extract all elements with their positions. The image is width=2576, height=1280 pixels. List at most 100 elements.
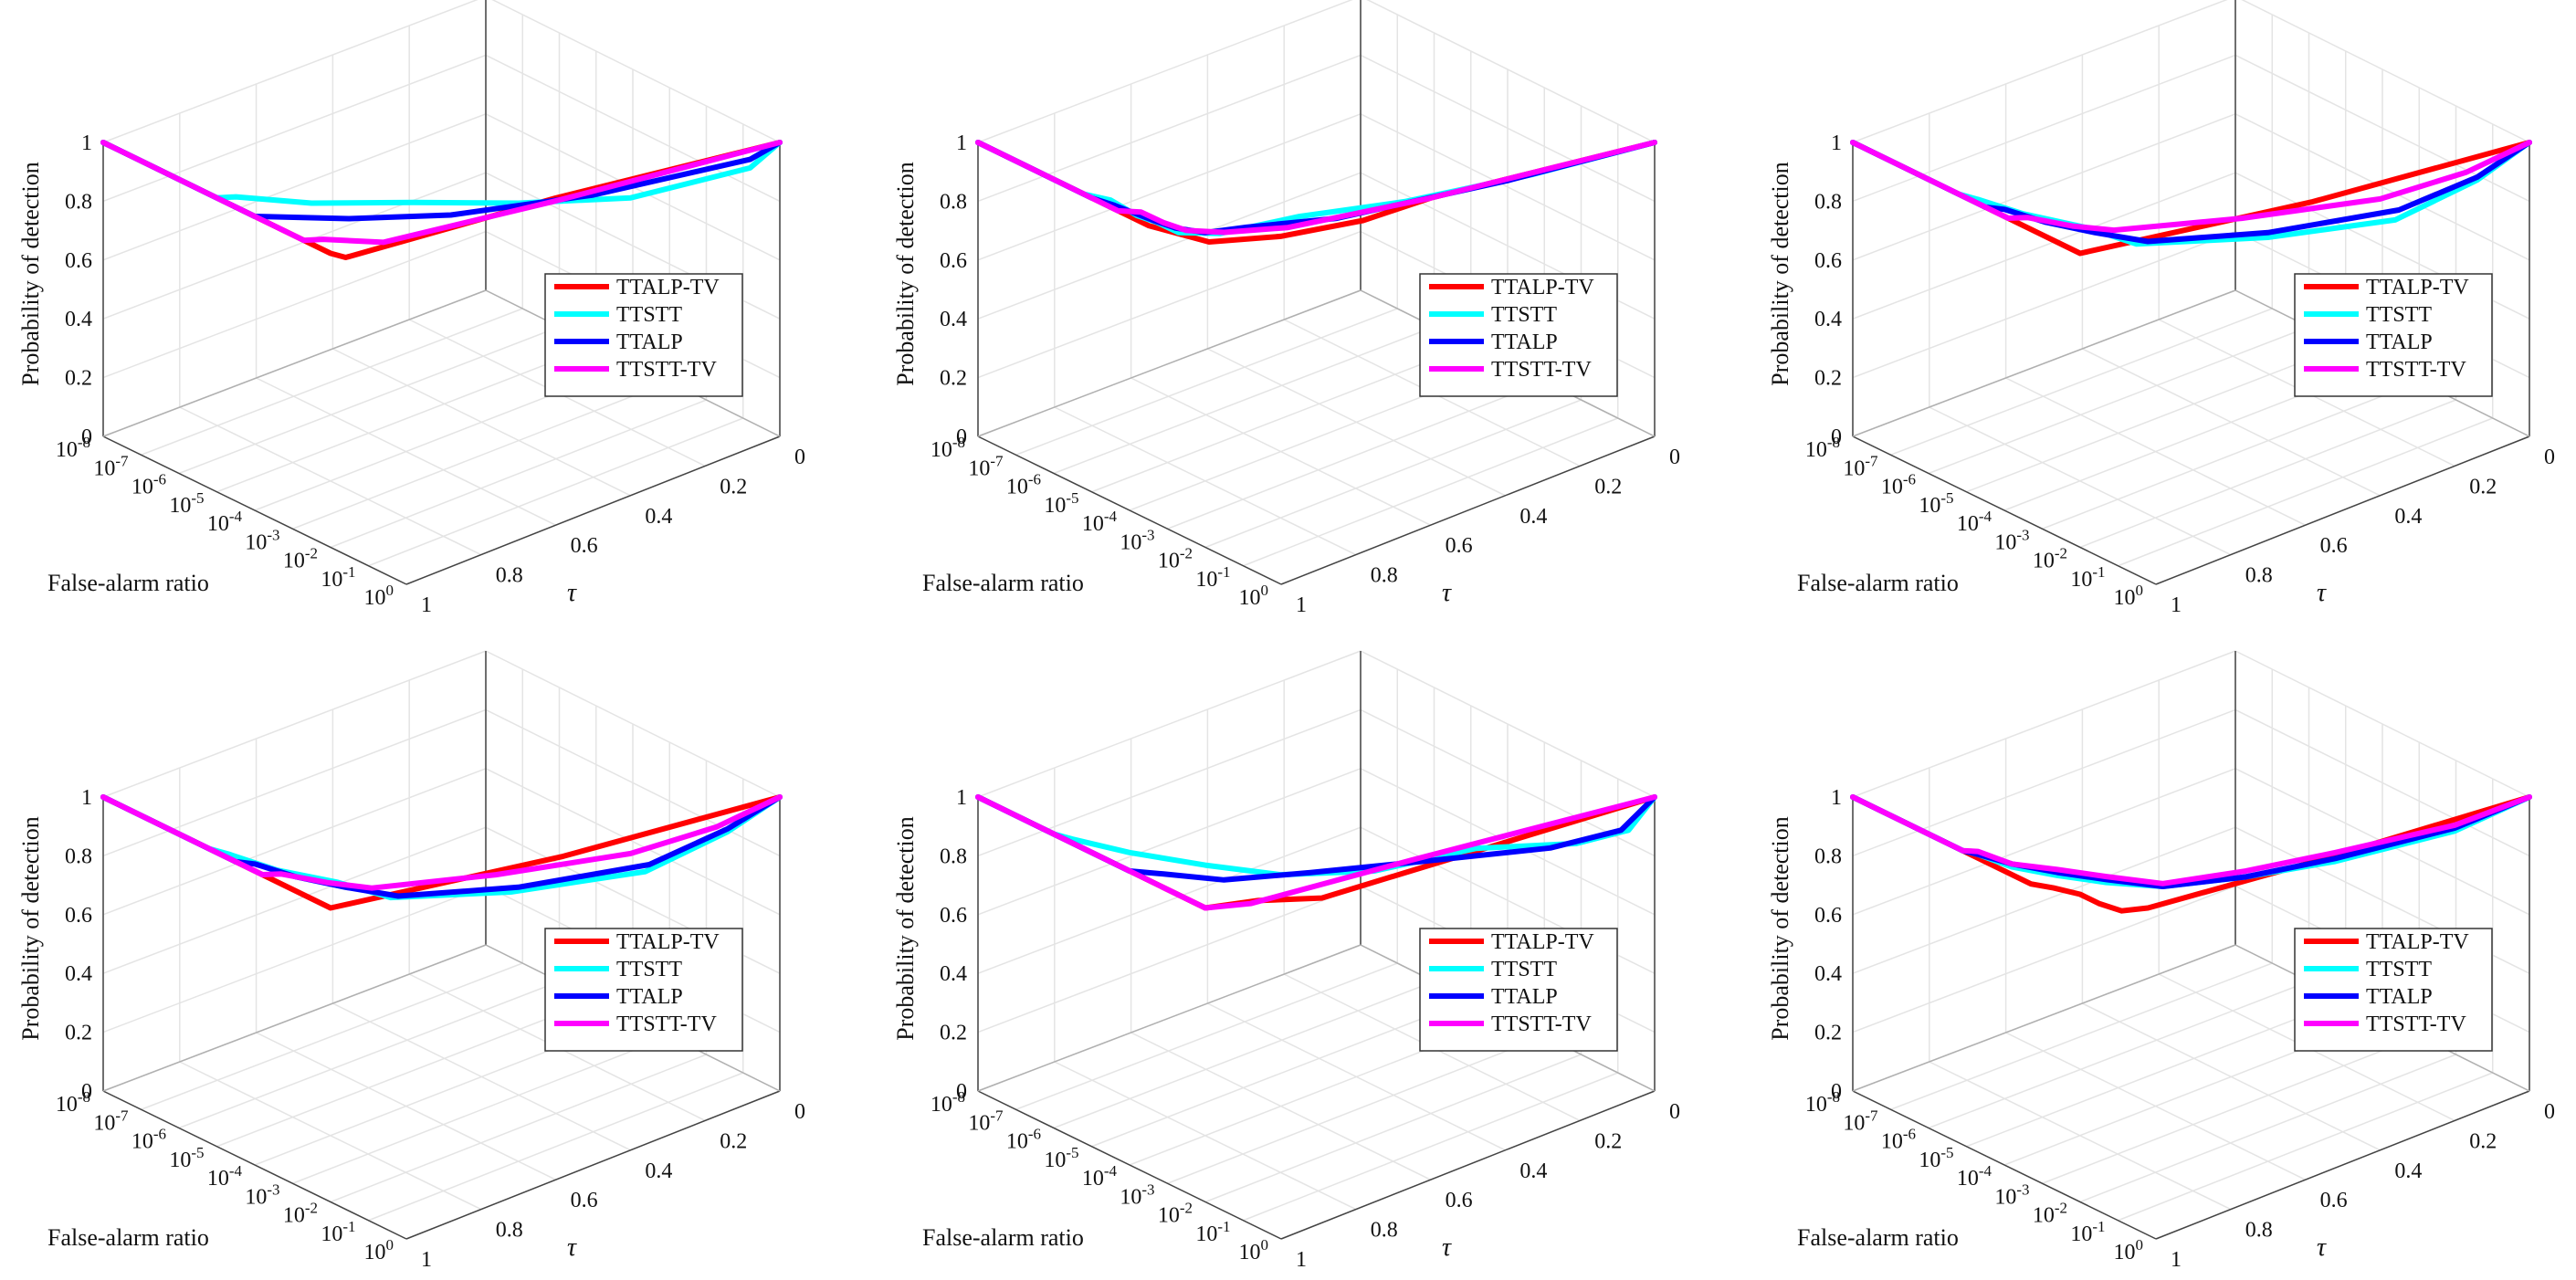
grid-line [179, 406, 482, 556]
grid-line [102, 768, 487, 916]
x-axis-line [102, 435, 407, 585]
back-floor-line [977, 289, 1362, 437]
x-tick-label: 10-7 [1843, 1107, 1878, 1135]
z-tick-labels: 0 0.2 0.4 0.6 0.8 1 [1814, 131, 1842, 449]
legend-label: TTSTT [1491, 958, 1557, 981]
grid-line [1053, 981, 1435, 1129]
x-tick-label: 10-1 [2070, 1218, 2105, 1246]
z-tick-label: 0.8 [940, 190, 967, 214]
tau-tick-label: 1 [421, 1248, 432, 1272]
grid-line [332, 1002, 631, 1151]
x-tick-label: 10-6 [1006, 471, 1041, 499]
tau-tick-labels: 0 0.2 0.4 0.6 0.8 1 [2171, 446, 2555, 617]
legend-label: TTALP [1491, 985, 1558, 1009]
grid-line [141, 308, 523, 456]
grid-line [1890, 308, 2273, 456]
x-tick-labels: 10-810-710-610-510-410-310-210-1 100 [56, 434, 394, 610]
grid-line [1091, 999, 1472, 1148]
x-tick-label: 10-6 [1881, 1126, 1916, 1154]
z-tick-label: 0.2 [940, 1022, 967, 1045]
tau-tick-label: 0.6 [1446, 1189, 1473, 1212]
x-tick-label: 10-4 [207, 508, 243, 536]
z-tick-label: 0 [1831, 425, 1842, 449]
x-tick-label: 10-2 [2033, 1200, 2067, 1228]
legend: TTALP-TV TTSTT TTALP TTSTT-TV [2294, 273, 2493, 397]
grid-line [102, 0, 478, 143]
grid-line [368, 1072, 744, 1222]
chart-panel-2: 00.20.40.60.8110-810-710-610-510-410-310… [892, 0, 1680, 617]
z-tick-label: 0.2 [940, 367, 967, 391]
grid-line [330, 1054, 707, 1203]
z-tick-label: 0.2 [65, 367, 92, 391]
z-tick-label: 0.8 [65, 190, 92, 214]
x-tick-labels: 10-810-710-610-510-410-310-210-1 100 [1805, 434, 2143, 610]
tau-tick-label: 0.6 [571, 534, 598, 558]
x-tick-label: 10-2 [283, 545, 318, 573]
x-tick-label: 10-6 [1006, 1126, 1041, 1154]
series-line-ttstt-tv [975, 140, 1657, 236]
x-axis-line [102, 1090, 407, 1240]
tau-tick-label: 0.2 [2469, 1129, 2497, 1153]
x-tick-label: 10-4 [1957, 1162, 1992, 1191]
z-axis-title: Probability of detection [1767, 816, 1793, 1041]
tau-tick-label: 0.4 [2394, 1159, 2422, 1183]
grid-line [2079, 1054, 2456, 1203]
x-tick-label: 10-1 [321, 1218, 355, 1246]
grid-line [292, 1035, 670, 1184]
grid-line [1852, 768, 2236, 916]
tau-tick-label: 0.8 [2245, 1219, 2273, 1243]
x-tick-label: 10-6 [131, 1126, 166, 1154]
x-tick-label: 10-8 [1805, 1088, 1840, 1117]
z-tick-label: 1 [81, 131, 92, 155]
tau-tick-label: 0.8 [496, 1219, 523, 1243]
grid-line [977, 172, 1362, 320]
z-tick-label: 1 [81, 786, 92, 810]
x-tick-label: 10-2 [283, 1200, 318, 1228]
x-tick-label: 10-7 [1843, 452, 1878, 480]
z-tick-labels: 0 0.2 0.4 0.6 0.8 1 [940, 131, 967, 449]
grid-line [1852, 885, 2236, 1033]
z-tick-label: 0.8 [1814, 845, 1842, 868]
back-floor-line [102, 944, 487, 1092]
grid-line [102, 172, 487, 320]
axes-box [1852, 651, 2530, 1240]
x-axis-title: False-alarm ratio [922, 570, 1084, 596]
grid-line [1966, 999, 2347, 1148]
z-tick-label: 0.6 [65, 904, 92, 928]
grid-line [1054, 1061, 1357, 1211]
x-tick-label: 10-3 [1120, 1180, 1154, 1209]
grid-line [1852, 826, 2236, 974]
legend-label: TTSTT-TV [616, 1012, 717, 1036]
grid-line [977, 885, 1362, 1033]
grid-line [178, 326, 560, 475]
grid-line [1852, 172, 2236, 320]
z-tick-label: 0.6 [1814, 249, 1842, 273]
grid-line [102, 826, 487, 974]
grid-line [977, 708, 1362, 857]
legend-label: TTSTT [616, 303, 682, 327]
grid-line [1243, 417, 1619, 567]
tau-tick-labels: 0 0.2 0.4 0.6 0.8 1 [1296, 1100, 1680, 1272]
x-tick-label: 10-3 [1994, 526, 2029, 554]
series-line-ttalp-tv [975, 794, 1657, 911]
series-line-ttalp-tv [1850, 794, 2532, 914]
grid-line [1890, 962, 2273, 1110]
axes-box [977, 0, 1656, 585]
grid-line [1852, 54, 2236, 203]
legend: TTALP-TV TTSTT TTALP TTSTT-TV [1419, 273, 1618, 397]
legend-label: TTALP [2366, 985, 2433, 1009]
x-axis-title: False-alarm ratio [47, 570, 209, 596]
legend: TTALP-TV TTSTT TTALP TTSTT-TV [544, 928, 743, 1052]
series-line-ttstt [100, 140, 783, 206]
tau-axis-title: τ [567, 579, 577, 607]
back-floor-line [1852, 289, 2236, 437]
x-tick-label: 10-4 [1082, 508, 1118, 536]
series-line-ttstt [1850, 794, 2532, 889]
tau-tick-label: 0 [1669, 1100, 1680, 1124]
grid-line [977, 230, 1362, 379]
grid-line [216, 999, 597, 1148]
z-tick-labels: 0 0.2 0.4 0.6 0.8 1 [65, 786, 92, 1104]
grid-line [178, 981, 560, 1129]
z-tick-label: 0.6 [940, 249, 967, 273]
grid-line [1204, 399, 1582, 549]
